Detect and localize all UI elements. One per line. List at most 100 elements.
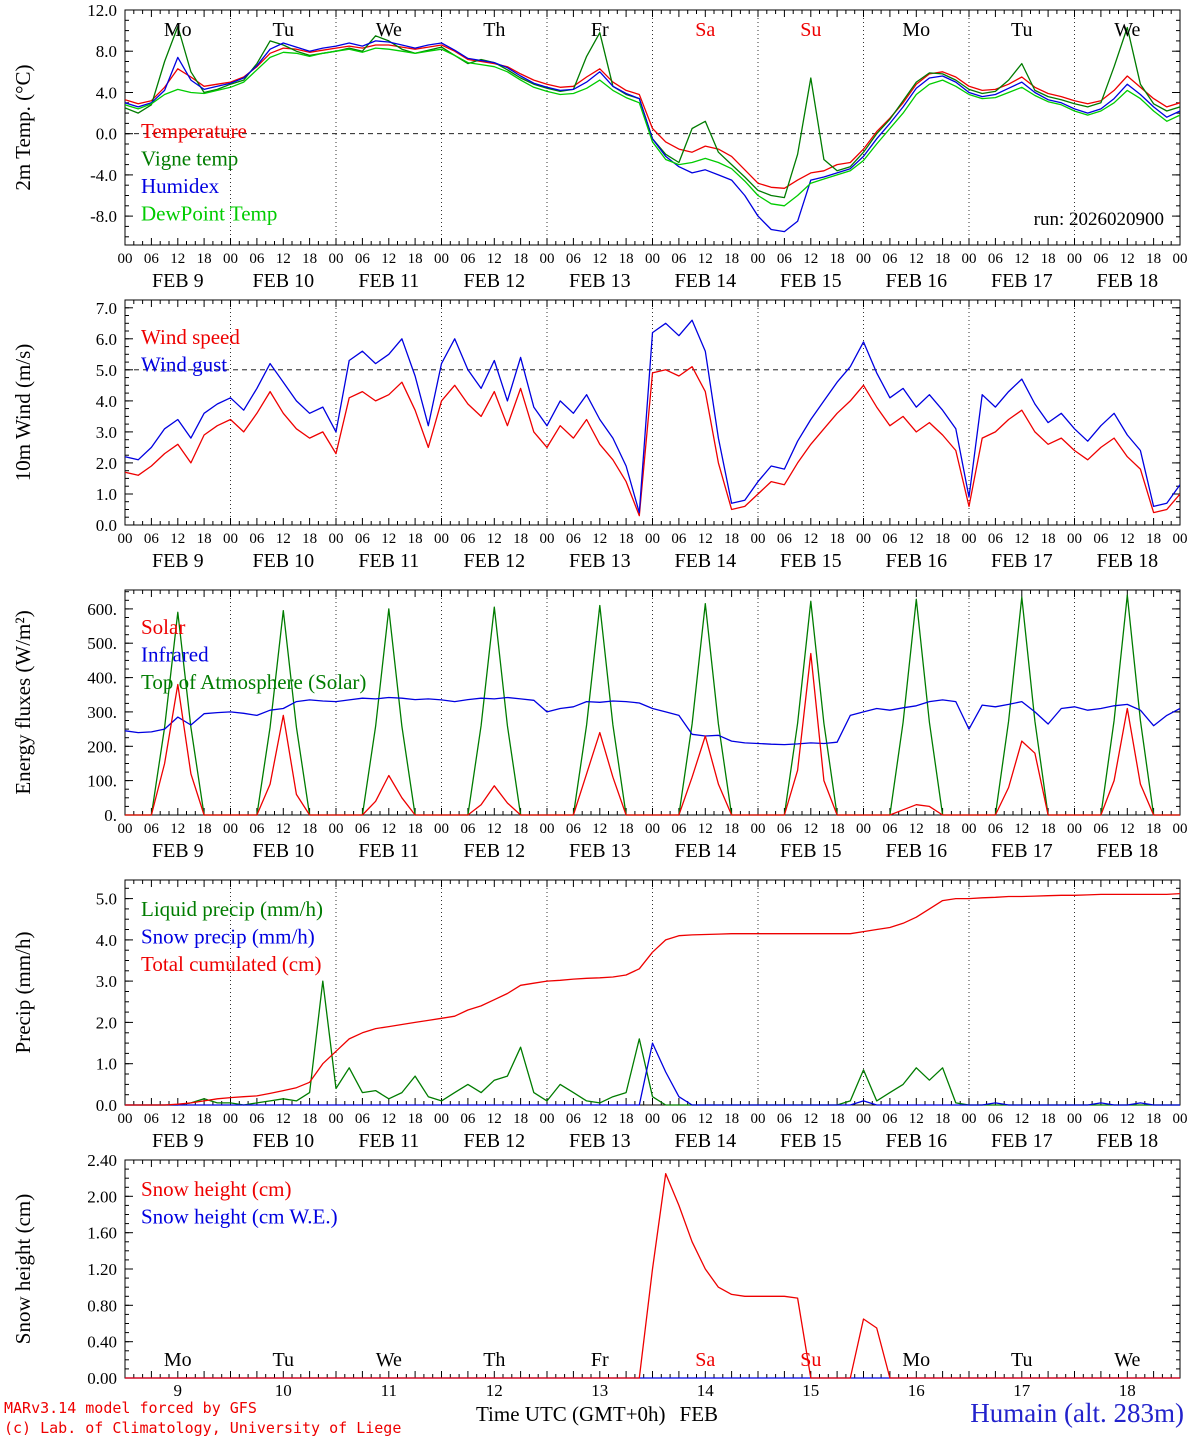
date-label: FEB 18 xyxy=(1096,270,1158,292)
y-tick-label: 1.60 xyxy=(87,1224,117,1243)
date-label: FEB 9 xyxy=(152,270,204,292)
hour-tick-label: 00 xyxy=(540,531,555,547)
month-label: FEB xyxy=(679,1402,719,1426)
day-label: Su xyxy=(800,1349,821,1371)
solar-line xyxy=(125,652,1180,816)
hour-tick-label: 06 xyxy=(566,251,582,267)
hour-tick-label: 00 xyxy=(962,821,977,837)
y-tick-label: -4.0 xyxy=(90,166,117,185)
hour-tick-label: 00 xyxy=(645,251,660,267)
legend-energy-1: Infrared xyxy=(141,643,209,667)
hour-tick-label: 18 xyxy=(1146,1111,1161,1127)
hour-tick-label: 06 xyxy=(671,531,687,547)
hour-tick-label: 12 xyxy=(698,531,713,547)
day-label: Th xyxy=(483,19,505,41)
hour-tick-label: 12 xyxy=(276,1111,291,1127)
hour-tick-label: 18 xyxy=(1041,821,1056,837)
hour-tick-label: 06 xyxy=(882,1111,898,1127)
date-label: FEB 14 xyxy=(674,840,736,862)
hour-tick-label: 12 xyxy=(803,821,818,837)
hour-tick-label: 00 xyxy=(540,1111,555,1127)
hour-tick-label: 18 xyxy=(1146,531,1161,547)
hour-tick-label: 12 xyxy=(592,821,607,837)
hour-tick-label: 00 xyxy=(856,251,871,267)
date-label: FEB 17 xyxy=(991,840,1053,862)
y-tick-label: 0.00 xyxy=(87,1369,117,1388)
hour-tick-label: 18 xyxy=(830,1111,845,1127)
hour-tick-label: 00 xyxy=(1173,821,1188,837)
hour-tick-label: 18 xyxy=(935,531,950,547)
hour-tick-label: 06 xyxy=(777,251,793,267)
date-label: FEB 11 xyxy=(358,270,419,292)
hour-tick-label: 18 xyxy=(830,821,845,837)
hour-tick-label: 00 xyxy=(1173,1111,1188,1127)
hour-tick-label: 18 xyxy=(302,1111,317,1127)
hour-tick-label: 18 xyxy=(513,251,528,267)
hour-tick-label: 06 xyxy=(988,821,1004,837)
date-label: FEB 10 xyxy=(252,270,314,292)
hour-tick-label: 18 xyxy=(724,531,739,547)
y-tick-label: 4.0 xyxy=(96,83,117,102)
hour-tick-label: 00 xyxy=(540,821,555,837)
hour-tick-label: 06 xyxy=(671,821,687,837)
date-label: FEB 17 xyxy=(991,270,1053,292)
hour-tick-label: 00 xyxy=(434,1111,449,1127)
hour-tick-label: 00 xyxy=(223,1111,238,1127)
y-tick-label: 300. xyxy=(87,703,117,722)
y-tick-label: 4.0 xyxy=(96,392,117,411)
run-label: run: 2026020900 xyxy=(1034,209,1164,230)
model-credit: MARv3.14 model forced by GFS (c) Lab. of… xyxy=(4,1398,401,1438)
date-label: FEB 12 xyxy=(463,550,525,572)
hour-tick-label: 12 xyxy=(698,1111,713,1127)
day-number-label: 10 xyxy=(275,1381,292,1400)
day-number-label: 12 xyxy=(486,1381,503,1400)
date-label: FEB 10 xyxy=(252,1130,314,1152)
hour-tick-label: 18 xyxy=(619,1111,634,1127)
y-tick-label: -8.0 xyxy=(90,207,117,226)
hour-tick-label: 12 xyxy=(381,1111,396,1127)
y-tick-label: 8.0 xyxy=(96,42,117,61)
hour-tick-label: 12 xyxy=(1120,531,1135,547)
y-tick-label: 0.0 xyxy=(96,125,117,144)
time-axis-label: Time UTC (GMT+0h) xyxy=(475,1402,666,1426)
y-tick-label: 600. xyxy=(87,600,117,619)
legend-temperature-2: Humidex xyxy=(141,174,220,198)
date-label: FEB 13 xyxy=(569,270,631,292)
day-label: Mo xyxy=(902,19,930,41)
day-label: Fr xyxy=(591,19,609,41)
hour-tick-label: 06 xyxy=(671,1111,687,1127)
hour-tick-label: 00 xyxy=(1067,1111,1082,1127)
credit-line-2: (c) Lab. of Climatology, University of L… xyxy=(4,1419,402,1437)
hour-tick-label: 18 xyxy=(408,531,423,547)
y-tick-label: 400. xyxy=(87,669,117,688)
date-label: FEB 13 xyxy=(569,1130,631,1152)
date-label: FEB 11 xyxy=(358,1130,419,1152)
hour-tick-label: 00 xyxy=(329,821,344,837)
hour-tick-label: 06 xyxy=(1093,821,1109,837)
legend-wind-1: Wind gust xyxy=(141,353,227,377)
date-label: FEB 12 xyxy=(463,1130,525,1152)
hour-tick-label: 06 xyxy=(1093,251,1109,267)
total-cumulated-line xyxy=(125,892,1180,1106)
hour-tick-label: 00 xyxy=(329,251,344,267)
hour-tick-label: 12 xyxy=(381,251,396,267)
hour-tick-label: 06 xyxy=(460,821,476,837)
hour-tick-label: 00 xyxy=(1173,531,1188,547)
hour-tick-label: 06 xyxy=(144,1111,160,1127)
day-number-label: 15 xyxy=(802,1381,819,1400)
date-label: FEB 18 xyxy=(1096,1130,1158,1152)
date-label: FEB 13 xyxy=(569,550,631,572)
day-label: We xyxy=(376,1349,402,1371)
legend-temperature-0: Temperature xyxy=(141,119,247,143)
y-tick-label: 2.0 xyxy=(96,454,117,473)
date-label: FEB 10 xyxy=(252,550,314,572)
legend-temperature-1: Vigne temp xyxy=(141,147,238,171)
hour-tick-label: 12 xyxy=(381,821,396,837)
hour-tick-label: 00 xyxy=(434,821,449,837)
y-tick-label: 4.0 xyxy=(96,931,117,950)
y-tick-label: 200. xyxy=(87,737,117,756)
y-axis-title: Energy fluxes (W/m²) xyxy=(11,610,35,794)
day-number-label: 17 xyxy=(1013,1381,1031,1400)
y-axis-title: 10m Wind (m/s) xyxy=(11,344,35,482)
hour-tick-label: 18 xyxy=(935,251,950,267)
